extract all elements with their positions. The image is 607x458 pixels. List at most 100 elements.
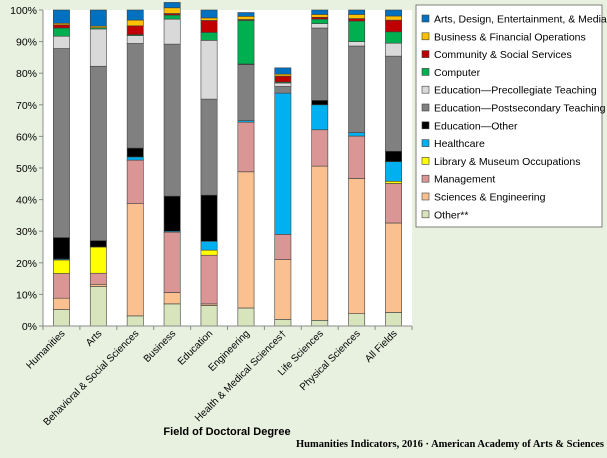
legend-label: Sciences & Engineering (434, 192, 546, 204)
bar-segment (348, 18, 366, 22)
bar-segment (53, 297, 70, 310)
bar-segment (385, 180, 402, 184)
bar-segment (200, 254, 218, 305)
y-tick-label: 60% (16, 131, 37, 143)
bar-segment (311, 165, 329, 321)
legend-label: Library & Museum Occupations (434, 156, 580, 168)
legend-label: Business & Financial Operations (434, 31, 586, 43)
y-tick-label: 100% (10, 5, 37, 17)
bar-segment (348, 135, 366, 179)
bar-stack (311, 9, 329, 327)
legend-item: Community & Social Services (421, 49, 572, 61)
legend-item: Education—Postsecondary Teaching (421, 103, 606, 115)
bar-segment (274, 67, 292, 75)
bar-segment (126, 35, 144, 44)
bar-segment (311, 18, 329, 24)
bar-segment (237, 12, 255, 17)
legend-swatch (421, 14, 430, 23)
bar-segment (163, 292, 181, 305)
legend-label: Management (434, 174, 495, 186)
bar-segment (89, 246, 107, 274)
x-axis-title: Field of Doctoral Degree (163, 426, 290, 438)
bar-segment (126, 9, 144, 21)
y-tick-label: 10% (16, 289, 37, 301)
bar-segment (200, 98, 218, 196)
bar-stack (163, 2, 181, 327)
bar-segment (200, 249, 218, 256)
bar-segment (385, 222, 402, 313)
bar-segment (53, 9, 70, 24)
y-tick-label: 90% (16, 37, 37, 49)
bar-segment (311, 129, 329, 167)
legend-item: Arts, Design, Entertainment, & Media (421, 14, 607, 26)
bar-segment (53, 48, 70, 238)
bar-segment (274, 92, 292, 235)
y-tick-label: 70% (16, 100, 37, 112)
bar-stack (385, 9, 402, 327)
y-tick-label: 40% (16, 195, 37, 207)
bar-segment (53, 259, 70, 274)
bar-segment (385, 31, 402, 44)
bar-segment (200, 20, 218, 33)
bar-segment (385, 15, 402, 21)
bar-segment (89, 9, 107, 27)
y-tick-label: 50% (16, 163, 37, 175)
bar-segment (385, 42, 402, 57)
bar-stack (89, 9, 107, 327)
bar-segment (126, 25, 144, 35)
legend-swatch (421, 121, 430, 130)
legend-box (415, 4, 603, 228)
bar-segment (89, 240, 107, 248)
bar-segment (89, 286, 107, 327)
bar-segment (53, 24, 70, 29)
bar-segment (163, 7, 181, 14)
legend: Arts, Design, Entertainment, & Media Busi… (421, 14, 607, 221)
y-axis: 0% 10% 20% 30% 40% 50% 60% 70% 80% 90% 100% (10, 5, 43, 333)
legend-swatch (421, 50, 430, 58)
legend-item: Healthcare (421, 138, 485, 150)
bar-segment (53, 273, 70, 299)
bar-segment (274, 234, 292, 260)
y-tick-label: 30% (16, 226, 37, 238)
bar-segment (311, 14, 329, 18)
bar-segment (126, 19, 144, 27)
bar-segment (274, 319, 292, 327)
legend-swatch (421, 85, 430, 94)
bar-segment (89, 65, 107, 241)
legend-item: Management (421, 174, 495, 186)
bar-segment (348, 14, 366, 19)
legend-swatch (421, 192, 430, 201)
bar-segment (385, 161, 402, 182)
bar-segment (53, 309, 70, 327)
bar-segment (126, 156, 144, 161)
legend-label: Education—Other (434, 120, 518, 132)
bar-segment (348, 132, 366, 137)
bar-segment (385, 150, 402, 162)
bar-segment (348, 9, 366, 15)
legend-label: Arts, Design, Entertainment, & Media (434, 14, 607, 26)
bar-segment (237, 171, 255, 309)
legend-swatch (421, 139, 430, 147)
bar-segment (163, 2, 181, 9)
bar-segment (53, 237, 70, 260)
bar-segment (200, 9, 218, 19)
legend-item: Computer (421, 67, 481, 79)
bar-segment (348, 45, 366, 133)
bar-segment (200, 241, 218, 251)
bar-segment (348, 20, 366, 42)
bar-segment (163, 195, 181, 232)
legend-item: Education—Precollegiate Teaching (421, 85, 597, 97)
bar-segment (126, 315, 144, 327)
bar-segment (237, 16, 255, 20)
bar-segment (237, 64, 255, 121)
legend-item: Business & Financial Operations (421, 31, 586, 43)
bar-segment (200, 305, 218, 327)
bar-segment (385, 55, 402, 152)
bar-segment (311, 27, 329, 101)
bar-segment (237, 307, 255, 327)
bar-segment (237, 20, 255, 65)
legend-item: Education—Other (421, 120, 518, 132)
legend-label: Community & Social Services (434, 49, 572, 61)
